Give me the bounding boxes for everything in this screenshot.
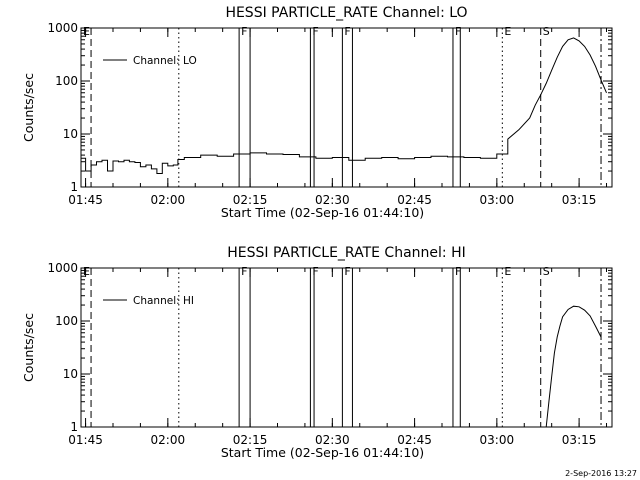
x-tick-label: 02:30	[315, 433, 350, 447]
event-marker-label: F	[455, 25, 461, 38]
chart-title: HESSI PARTICLE_RATE Channel: LO	[225, 5, 467, 21]
event-marker-label: F	[455, 265, 461, 278]
event-marker-label: E	[83, 25, 90, 38]
x-tick-label: 03:00	[480, 193, 515, 207]
event-marker-label: S	[543, 265, 550, 278]
y-tick-label: 1	[70, 420, 78, 434]
x-tick-label: 02:45	[397, 193, 432, 207]
y-tick-label: 1	[70, 180, 78, 194]
chart-title: HESSI PARTICLE_RATE Channel: HI	[227, 245, 465, 261]
event-marker-label: F	[312, 25, 318, 38]
y-tick-label: 100	[55, 314, 78, 328]
y-tick-label: 100	[55, 74, 78, 88]
event-marker-label: F	[312, 265, 318, 278]
x-axis-label: Start Time (02-Sep-16 01:44:10)	[221, 205, 424, 220]
legend-label: Channel: HI	[133, 295, 194, 307]
legend-label: Channel: LO	[133, 55, 197, 67]
series-line	[81, 37, 607, 174]
x-tick-label: 02:30	[315, 193, 350, 207]
y-tick-label: 10	[63, 367, 78, 381]
plot-frame	[80, 27, 613, 188]
event-marker-label: E	[504, 265, 511, 278]
event-marker-label: S	[543, 25, 550, 38]
panel-lo-channel: HESSI PARTICLE_RATE Channel: LO 1 10 100 100…	[21, 5, 613, 220]
event-marker-label: F	[344, 265, 350, 278]
x-tick-label: 02:00	[151, 193, 186, 207]
event-marker-label: F	[344, 25, 350, 38]
series-line	[545, 305, 602, 428]
event-marker-label: E	[83, 265, 90, 278]
x-tick-label: 02:15	[233, 193, 268, 207]
x-tick-label: 02:45	[397, 433, 432, 447]
y-tick-label: 10	[63, 127, 78, 141]
x-axis-label: Start Time (02-Sep-16 01:44:10)	[221, 445, 424, 460]
panel-hi-channel: HESSI PARTICLE_RATE Channel: HI 1 10 100 100…	[21, 245, 613, 460]
x-tick-label: 03:15	[562, 433, 597, 447]
y-tick-label: 1000	[47, 21, 78, 35]
y-tick-label: 1000	[47, 261, 78, 275]
event-marker-label: F	[241, 25, 247, 38]
x-tick-label: 01:45	[68, 193, 103, 207]
x-tick-label: 02:15	[233, 433, 268, 447]
x-tick-label: 01:45	[68, 433, 103, 447]
event-marker-label: F	[241, 265, 247, 278]
y-axis-label: Counts/sec	[21, 73, 36, 142]
y-axis-label: Counts/sec	[21, 313, 36, 382]
event-marker-label: E	[504, 25, 511, 38]
timestamp-label: 2-Sep-2016 13:27	[565, 469, 637, 478]
x-tick-label: 03:15	[562, 193, 597, 207]
x-tick-label: 02:00	[151, 433, 186, 447]
x-tick-label: 03:00	[480, 433, 515, 447]
plot-frame	[80, 267, 613, 428]
